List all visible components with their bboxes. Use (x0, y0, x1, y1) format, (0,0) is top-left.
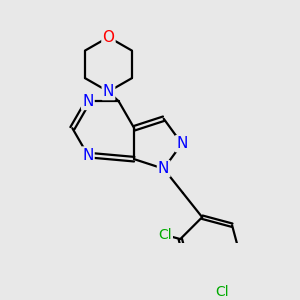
Text: N: N (176, 136, 188, 151)
Text: O: O (103, 30, 115, 45)
Text: Cl: Cl (215, 285, 229, 299)
Text: Cl: Cl (158, 228, 172, 242)
Text: N: N (82, 94, 94, 109)
Text: N: N (103, 84, 114, 99)
Text: N: N (82, 148, 94, 163)
Text: N: N (158, 161, 169, 176)
